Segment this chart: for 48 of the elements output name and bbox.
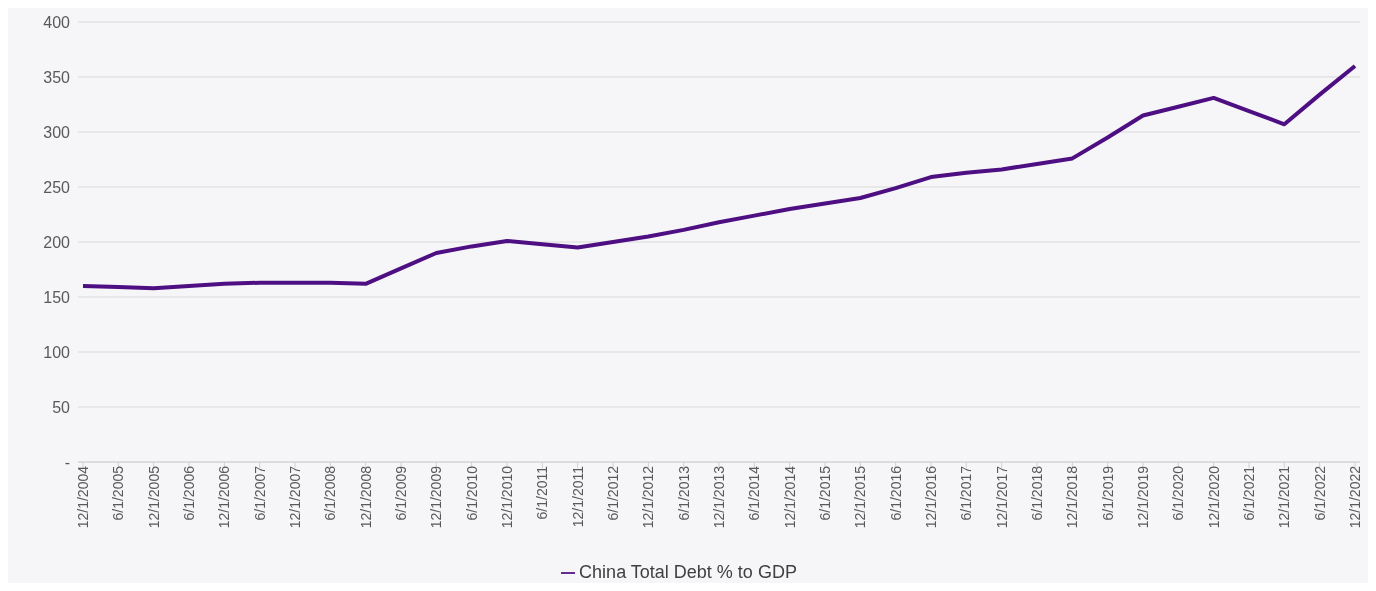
x-tick-label: 6/1/2019 (1099, 465, 1116, 521)
x-tick-label: 12/1/2022 (1346, 465, 1363, 529)
x-tick-label: 6/1/2005 (110, 465, 127, 521)
x-tick-label: 12/1/2011 (569, 465, 586, 528)
x-tick-label: 12/1/2013 (710, 465, 727, 529)
x-tick-label: 12/1/2012 (640, 465, 657, 529)
x-tick-label: 12/1/2008 (357, 465, 374, 529)
y-tick-label: 150 (43, 288, 71, 306)
x-tick-label: 6/1/2021 (1240, 465, 1257, 521)
x-tick-label: 6/1/2016 (887, 465, 904, 521)
x-tick-label: 12/1/2017 (993, 465, 1010, 529)
y-tick-label: 200 (43, 233, 71, 251)
x-tick-label: 6/1/2015 (816, 465, 833, 521)
x-tick-label: 6/1/2010 (463, 465, 480, 521)
x-tick-label: 12/1/2018 (1064, 465, 1081, 529)
x-tick-label: 6/1/2013 (675, 465, 692, 521)
x-tick-label: 6/1/2017 (958, 465, 975, 521)
x-tick-label: 12/1/2005 (145, 465, 162, 529)
legend-label: China Total Debt % to GDP (579, 562, 797, 582)
x-tick-label: 12/1/2009 (428, 465, 445, 529)
y-tick-label: 400 (43, 13, 71, 31)
x-tick-label: 12/1/2014 (781, 465, 798, 529)
y-tick-label: 300 (43, 123, 71, 141)
x-tick-label: 12/1/2006 (216, 465, 233, 529)
x-tick-label: 12/1/2010 (498, 465, 515, 529)
x-tick-label: 6/1/2020 (1170, 465, 1187, 521)
y-tick-label: 50 (52, 398, 71, 416)
x-tick-label: 6/1/2012 (604, 465, 621, 521)
y-tick-label: 250 (43, 178, 71, 196)
line-series (81, 64, 1357, 291)
x-tick-label: 6/1/2014 (746, 465, 763, 521)
x-tick-label: 6/1/2011 (534, 465, 551, 520)
y-tick-label: 100 (43, 343, 71, 361)
x-tick-label: 12/1/2021 (1276, 465, 1293, 529)
x-tick-label: 12/1/2007 (286, 465, 303, 529)
x-tick-label: 6/1/2008 (322, 465, 339, 521)
x-tick-label: 12/1/2015 (852, 465, 869, 529)
x-tick-label: 6/1/2006 (180, 465, 197, 521)
x-tick-label: 6/1/2022 (1311, 465, 1328, 521)
x-tick-label: 6/1/2009 (392, 465, 409, 521)
x-tick-label: 12/1/2004 (74, 465, 91, 529)
x-tick-label: 12/1/2016 (922, 465, 939, 529)
x-tick-label: 12/1/2020 (1205, 465, 1222, 529)
y-tick-label: 350 (43, 68, 71, 86)
x-tick-label: 6/1/2018 (1028, 465, 1045, 521)
x-tick-label: 12/1/2019 (1134, 465, 1151, 529)
y-tick-label: - (64, 453, 70, 471)
x-tick-label: 6/1/2007 (251, 465, 268, 521)
